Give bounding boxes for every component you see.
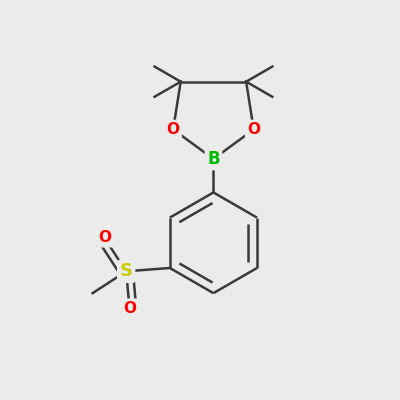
Text: B: B (207, 150, 220, 168)
Text: O: O (167, 122, 180, 137)
Text: O: O (123, 301, 136, 316)
Text: O: O (247, 122, 260, 137)
Text: O: O (98, 230, 111, 245)
Text: S: S (120, 262, 133, 280)
